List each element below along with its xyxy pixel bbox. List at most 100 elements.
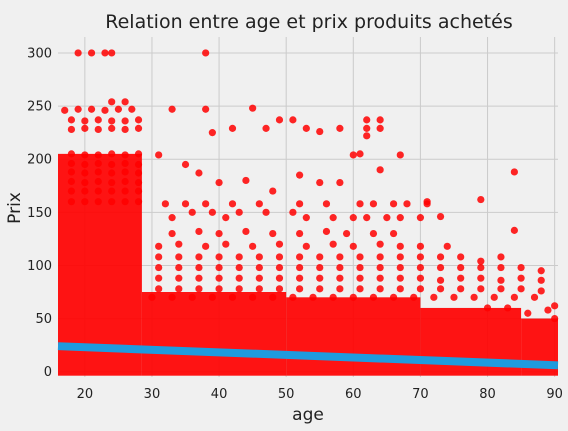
scatter-point — [255, 253, 263, 261]
scatter-point — [195, 253, 203, 261]
scatter-point — [349, 214, 357, 222]
scatter-point — [195, 285, 203, 293]
scatter-point — [208, 293, 216, 301]
scatter-point — [517, 263, 525, 272]
scatter-point — [208, 129, 216, 137]
y-tick-label: 300 — [27, 46, 52, 61]
scatter-point — [416, 214, 425, 222]
scatter-point — [175, 240, 183, 248]
scatter-point — [155, 285, 163, 293]
scatter-point — [94, 159, 102, 168]
scatter-point — [67, 150, 76, 158]
scatter-point — [269, 187, 277, 195]
y-axis-ticks: 0 50 100 150 200 250 300 — [27, 46, 52, 380]
x-tick-label: 70 — [412, 387, 429, 402]
scatter-point — [483, 304, 492, 312]
scatter-point — [101, 106, 109, 114]
scatter-point — [537, 287, 545, 295]
x-axis-ticks: 20 30 40 50 60 70 80 90 — [77, 387, 563, 402]
scatter-point — [168, 214, 176, 222]
x-tick-label: 80 — [479, 387, 496, 402]
scatter-point — [396, 263, 404, 272]
scatter-point — [255, 274, 263, 282]
scatter-point — [363, 124, 371, 132]
scatter-point — [296, 285, 304, 293]
scatter-point — [289, 116, 297, 124]
scatter-point — [108, 150, 116, 158]
scatter-point — [215, 253, 223, 261]
scatter-point — [383, 214, 391, 222]
scatter-point — [175, 263, 183, 272]
scatter-point — [322, 200, 331, 208]
scatter-point — [329, 240, 337, 248]
scatter-point — [363, 214, 371, 222]
scatter-point — [517, 285, 525, 293]
scatter-point — [121, 187, 129, 195]
scatter-point — [477, 274, 485, 282]
scatter-point — [389, 229, 398, 238]
scatter-point — [67, 125, 76, 134]
dense-point-region — [58, 153, 142, 376]
scatter-point — [510, 226, 518, 234]
scatter-point — [296, 200, 304, 208]
scatter-point — [336, 285, 344, 293]
scatter-point — [87, 105, 96, 113]
regression-line-group — [57, 342, 559, 370]
scatter-point — [275, 253, 284, 261]
scatter-point — [235, 253, 243, 261]
scatter-point — [114, 105, 123, 113]
scatter-point — [389, 293, 398, 301]
scatter-point — [457, 253, 465, 261]
scatter-point — [302, 124, 310, 132]
y-tick-label: 250 — [27, 100, 52, 115]
scatter-point — [121, 159, 129, 168]
scatter-point — [396, 285, 404, 293]
scatter-point — [396, 214, 404, 222]
scatter-point — [275, 240, 284, 248]
scatter-point — [497, 253, 505, 261]
scatter-point — [510, 168, 518, 176]
scatter-point — [94, 187, 102, 195]
scatter-point — [457, 285, 465, 293]
scatter-point — [134, 150, 143, 158]
scatter-point — [215, 178, 223, 187]
scatter-point — [181, 160, 190, 169]
scatter-point — [356, 274, 364, 282]
scatter-point — [450, 293, 458, 301]
scatter-point — [74, 105, 82, 113]
scatter-point — [537, 276, 545, 284]
scatter-point — [228, 124, 237, 132]
scatter-point — [108, 117, 116, 125]
scatter-point — [296, 171, 304, 179]
scatter-point — [188, 208, 196, 216]
scatter-point — [134, 160, 143, 169]
scatter-point — [94, 125, 102, 134]
x-tick-label: 30 — [144, 387, 161, 402]
scatter-point — [228, 200, 237, 208]
scatter-point — [215, 263, 223, 272]
x-tick-label: 40 — [211, 387, 228, 402]
scatter-point — [477, 195, 485, 204]
scatter-point — [81, 160, 89, 169]
scatter-point — [336, 274, 344, 282]
scatter-point — [376, 124, 384, 132]
scatter-point — [551, 314, 559, 323]
scatter-point — [161, 200, 169, 208]
scatter-point — [262, 208, 270, 216]
scatter-point — [416, 253, 425, 261]
scatter-point — [81, 169, 89, 177]
scatter-point — [275, 263, 284, 272]
scatter-point — [296, 263, 304, 272]
scatter-point — [275, 285, 284, 293]
y-tick-label: 50 — [35, 312, 52, 327]
scatter-point — [316, 274, 324, 282]
scatter-point — [94, 198, 102, 206]
x-tick-label: 90 — [546, 387, 563, 402]
scatter-point — [128, 105, 136, 113]
scatter-point — [356, 150, 364, 158]
scatter-point — [81, 187, 89, 195]
scatter-point — [235, 208, 243, 216]
scatter-point — [457, 263, 465, 272]
scatter-point — [329, 293, 337, 301]
